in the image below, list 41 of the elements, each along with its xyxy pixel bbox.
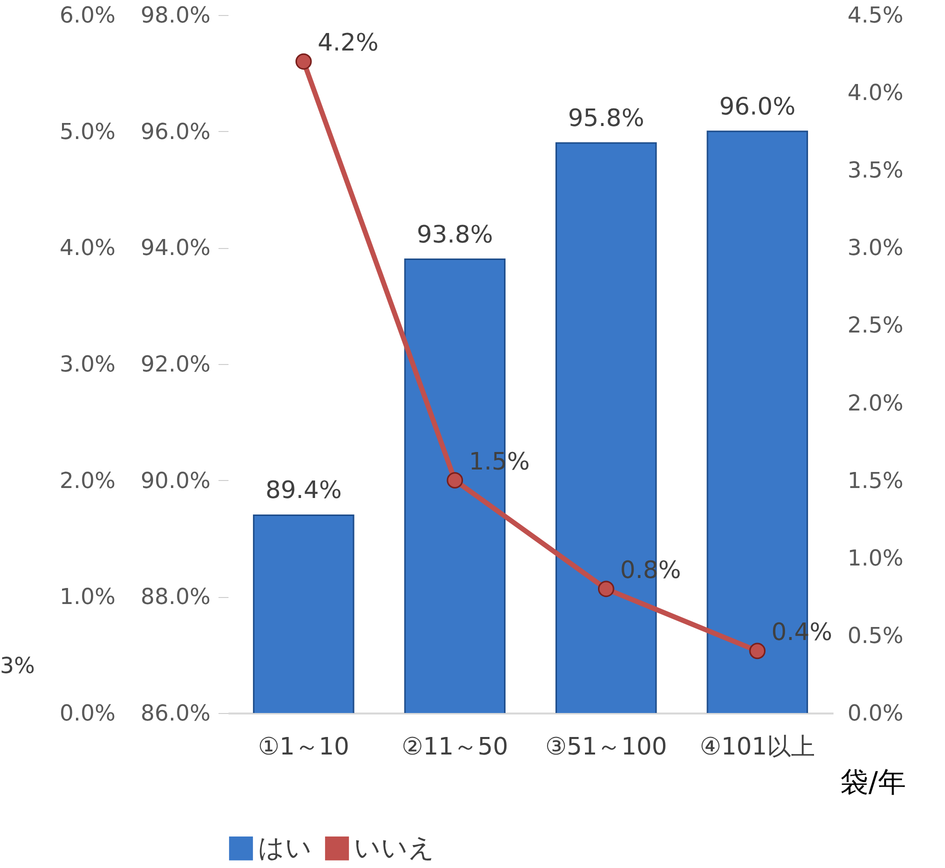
y-tick-label: 98.0% xyxy=(140,4,210,28)
data-label: 95.8% xyxy=(568,104,644,132)
y-tick-label: 96.0% xyxy=(140,120,210,145)
y2-tick-label: 4.0% xyxy=(848,81,904,106)
data-label: 89.4% xyxy=(266,476,342,504)
y-tick-label: 86.0% xyxy=(140,702,210,726)
y3-tick-label: 1.0% xyxy=(60,585,116,610)
point xyxy=(295,53,312,70)
y3-tick-label: 2.0% xyxy=(60,468,116,494)
y2-tick-label: 1.5% xyxy=(848,468,904,494)
y3-tick-label: 3.0% xyxy=(60,352,116,378)
data-label: 96.0% xyxy=(719,92,796,120)
x-axis-title: 袋/年 xyxy=(840,766,906,798)
data-label: 93.8% xyxy=(416,220,493,248)
y3-tick-label: 6.0% xyxy=(60,4,116,28)
y-tick-label: 92.0% xyxy=(140,352,210,378)
y3-tick-label: 5.0% xyxy=(60,120,116,145)
legend-label: いいえ xyxy=(354,833,435,864)
data-label: 4.2% xyxy=(318,28,379,57)
y-tick-label: 90.0% xyxy=(140,468,210,494)
y-tick-label: 88.0% xyxy=(140,585,210,610)
y2-tick-label: 3.5% xyxy=(848,158,904,184)
x-tick-label: ③51～100 xyxy=(545,732,668,760)
y3-tick-label: 4.0% xyxy=(60,236,116,262)
legend-label: はい xyxy=(258,833,312,864)
y2-tick-label: 0.5% xyxy=(848,624,904,649)
y-tick-label: 94.0% xyxy=(140,236,210,262)
y2-tick-label: 4.5% xyxy=(848,4,904,28)
y2-tick-label: 0.0% xyxy=(848,702,904,726)
y2-tick-label: 3.0% xyxy=(848,236,904,262)
point xyxy=(446,472,464,488)
y2-tick-label: 2.0% xyxy=(848,391,904,416)
y3-tick-label: 0.0% xyxy=(60,702,116,726)
text: 3% xyxy=(0,654,35,679)
x-tick-label: ④101以上 xyxy=(700,732,816,760)
y2-tick-label: 2.5% xyxy=(848,314,904,339)
y2-tick-label: 1.0% xyxy=(848,546,904,572)
x-tick-label: ①1～10 xyxy=(258,732,350,760)
point xyxy=(598,580,614,598)
x-tick-label: ②11～50 xyxy=(402,732,508,760)
point xyxy=(749,642,766,660)
